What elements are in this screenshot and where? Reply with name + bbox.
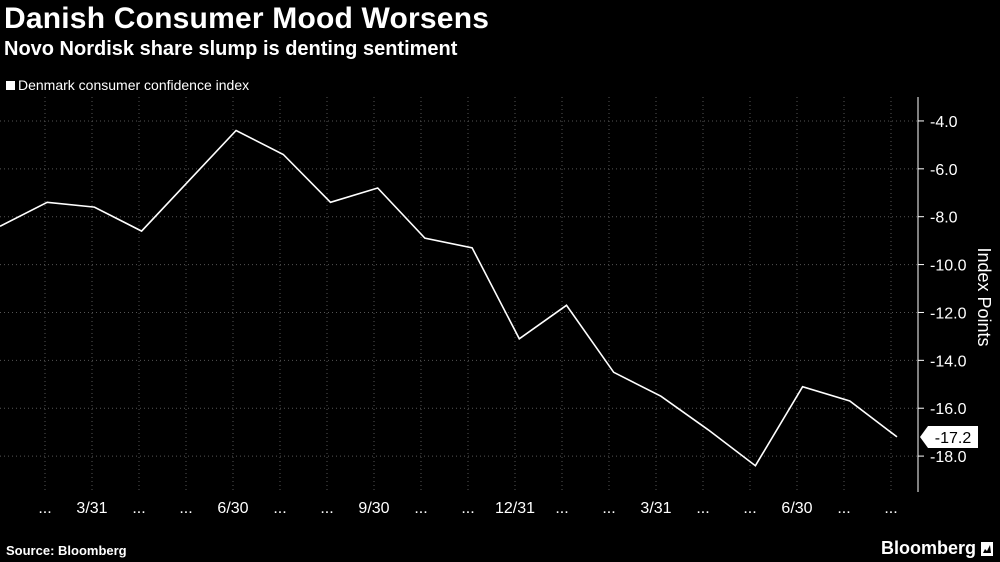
- brand-logo-text: Bloomberg: [880, 538, 976, 558]
- legend: Denmark consumer confidence index: [6, 77, 249, 93]
- y-tick-label-1: -6.0: [930, 162, 958, 179]
- x-tick-label-17: ...: [837, 500, 850, 517]
- source-note: Source: Bloomberg: [6, 543, 127, 558]
- x-tick-label-9: ...: [461, 500, 474, 517]
- x-tick-label-0: ...: [38, 500, 51, 517]
- x-tick-label-10: 12/31: [495, 500, 535, 517]
- x-tick-label-5: ...: [273, 500, 286, 517]
- x-tick-label-2: ...: [132, 500, 145, 517]
- y-tick-label-4: -12.0: [930, 305, 967, 322]
- x-tick-label-13: 3/31: [640, 500, 671, 517]
- x-tick-label-11: ...: [555, 500, 568, 517]
- y-tick-label-3: -10.0: [930, 258, 967, 275]
- chart-subtitle: Novo Nordisk share slump is denting sent…: [4, 38, 458, 60]
- x-tick-label-16: 6/30: [781, 500, 812, 517]
- x-tick-label-7: 9/30: [358, 500, 389, 517]
- y-tick-label-0: -4.0: [930, 114, 958, 131]
- x-tick-label-15: ...: [743, 500, 756, 517]
- series-line-consumer-confidence: [0, 129, 898, 467]
- x-tick-label-8: ...: [414, 500, 427, 517]
- x-tick-label-14: ...: [696, 500, 709, 517]
- y-tick-label-5: -14.0: [930, 353, 967, 370]
- y-tick-label-7: -18.0: [930, 449, 967, 466]
- x-tick-label-3: ...: [179, 500, 192, 517]
- x-tick-label-12: ...: [602, 500, 615, 517]
- y-axis-title: Index Points: [974, 247, 994, 346]
- last-value-label: -17.2: [935, 430, 972, 447]
- y-tick-label-6: -16.0: [930, 401, 967, 418]
- x-tick-label-1: 3/31: [76, 500, 107, 517]
- chart-title: Danish Consumer Mood Worsens: [4, 2, 490, 35]
- x-tick-label-4: 6/30: [217, 500, 248, 517]
- bloomberg-logo-icon: [981, 542, 993, 556]
- last-value-tag: [920, 425, 978, 448]
- x-tick-label-6: ...: [320, 500, 333, 517]
- x-tick-label-18: ...: [884, 500, 897, 517]
- legend-swatch: [6, 80, 15, 90]
- legend-label: Denmark consumer confidence index: [18, 77, 250, 93]
- y-tick-label-2: -8.0: [930, 210, 958, 227]
